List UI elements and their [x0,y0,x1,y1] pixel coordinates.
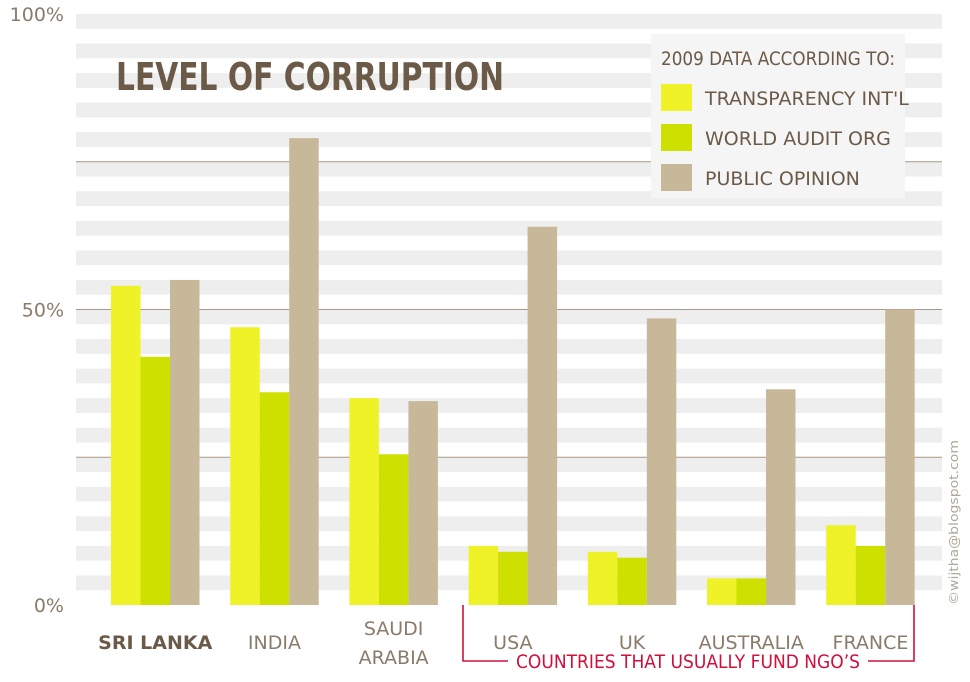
bar [766,389,796,605]
legend-items: TRANSPARENCY INT'L WORLD AUDIT ORG PUBLIC … [661,84,909,191]
bg-stripe [76,339,942,354]
annotation-text: COUNTRIES THAT USUALLY FUND NGO’S [516,651,860,673]
bar [170,279,200,605]
ngo-annotation: COUNTRIES THAT USUALLY FUND NGO’S [462,605,915,673]
bg-stripe [76,14,942,29]
bg-stripe [76,309,942,325]
bar [646,318,677,605]
bg-stripe [76,427,942,443]
y-tick-label: 100% [10,4,64,26]
bar [259,392,290,605]
bg-stripe [76,368,942,384]
category-label: FRANCE [833,632,909,654]
bar [855,545,886,605]
category-label: UK [619,632,646,654]
chart-title: LEVEL OF CORRUPTION [116,55,504,99]
bar [468,545,499,605]
annotation-bracket [462,605,915,662]
bar [111,285,141,605]
y-tick-label: 0% [34,595,64,617]
legend-swatch [661,84,692,111]
bar [498,551,528,605]
legend-label: WORLD AUDIT ORG [705,128,891,150]
legend: 2009 DATA ACCORDING TO: TRANSPARENCY INT… [651,34,909,198]
legend-box [651,34,905,198]
credit-text: ©wijtha@blogspot.com [947,440,961,605]
bg-stripe [76,250,942,266]
category-label: SAUDI [364,618,424,640]
bar [230,327,260,605]
category-label: SRI LANKA [98,632,212,654]
bar [707,578,737,605]
bg-stripe [76,457,942,473]
y-tick-labels: 100% 50% 0% [10,4,64,617]
legend-label: TRANSPARENCY INT'L [704,88,909,110]
legend-swatch [661,124,692,151]
bar [408,401,438,605]
bars [111,138,915,606]
category-label: AUSTRALIA [699,632,804,654]
category-label: USA [493,632,532,654]
legend-swatch [661,164,692,191]
category-label: INDIA [248,632,301,654]
legend-label: PUBLIC OPINION [705,168,860,190]
legend-title: 2009 DATA ACCORDING TO: [661,48,895,70]
bg-stripe [76,516,942,532]
bar [617,557,647,605]
bar [826,525,856,605]
bar [587,551,618,605]
y-tick-label: 50% [22,300,64,322]
bar [885,309,915,605]
bar [140,356,170,605]
bar [527,226,558,605]
bar [378,454,409,605]
bar [349,398,379,605]
category-label: ARABIA [359,647,429,669]
bg-stripe [76,486,942,502]
x-category-labels: SRI LANKA INDIA SAUDI ARABIA USA UK AUSTRALIA F… [98,618,908,669]
bg-stripe [76,279,942,295]
bg-stripe [76,398,942,413]
bar [289,138,319,606]
bg-stripe [76,220,942,236]
bar [736,578,766,605]
